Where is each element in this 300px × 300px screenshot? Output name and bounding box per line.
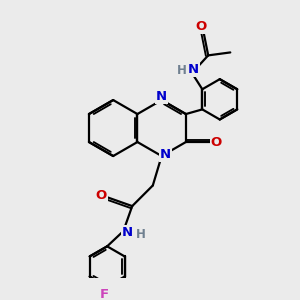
Text: O: O [96,189,107,202]
Text: N: N [156,90,167,103]
Text: N: N [188,63,199,76]
Text: O: O [195,20,206,33]
Text: H: H [136,228,146,241]
Text: H: H [177,64,187,76]
Text: N: N [160,148,171,161]
Text: N: N [122,226,133,239]
Text: F: F [100,288,109,300]
Text: O: O [211,136,222,148]
